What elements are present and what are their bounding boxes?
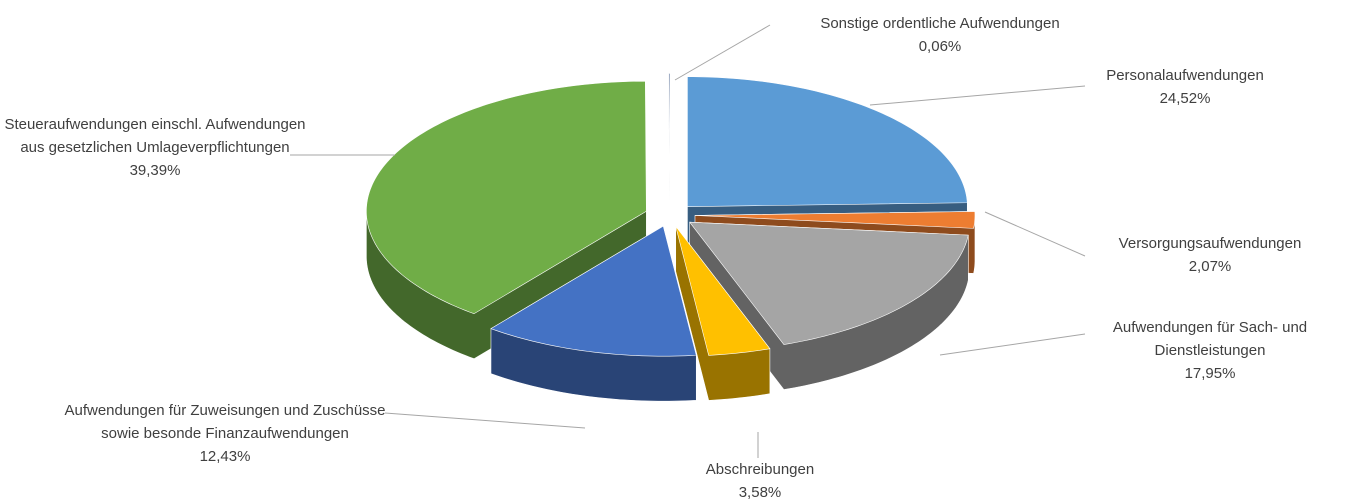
value-label: 3,58% [738,484,782,501]
value-label: 39,39% [129,162,181,179]
category-label: Abschreibungen [705,461,815,478]
slice-top [490,225,697,357]
value-label: 12,43% [199,448,251,465]
pie-slice [675,225,771,401]
slice-top [668,73,671,204]
data-label: Aufwendungen für Sach- und Dienstleistun… [1085,316,1335,385]
value-label: 17,95% [1184,365,1236,382]
leader-line [674,24,771,81]
leader-line [384,412,586,429]
slice-top [675,226,771,356]
slice-top [687,76,968,207]
category-label: Sonstige ordentliche Aufwendungen [820,15,1060,32]
pie-slice [687,76,968,252]
category-label: Personalaufwendungen [1106,67,1264,84]
slice-top [694,211,976,229]
data-label: Versorgungsaufwendungen 2,07% [1080,232,1340,278]
category-label: Aufwendungen für Zuweisungen und Zuschüs… [64,402,386,442]
leader-line [939,333,1086,356]
slice-top [689,221,969,345]
data-label: Steueraufwendungen einschl. Aufwendungen… [0,113,310,182]
pie-slice [490,225,697,402]
category-label: Steueraufwendungen einschl. Aufwendungen… [4,116,306,156]
value-label: 2,07% [1188,258,1232,275]
value-label: 0,06% [918,38,962,55]
data-label: Sonstige ordentliche Aufwendungen 0,06% [760,12,1120,58]
data-label: Aufwendungen für Zuweisungen und Zuschüs… [50,399,400,468]
pie-slice [668,73,671,249]
data-label: Personalaufwendungen 24,52% [1055,64,1315,110]
leader-line [869,85,1086,106]
category-label: Aufwendungen für Sach- und Dienstleistun… [1112,319,1308,359]
category-label: Versorgungsaufwendungen [1118,235,1302,252]
data-label: Abschreibungen 3,58% [660,458,860,504]
leader-line [984,211,1086,257]
slice-top [366,80,647,315]
value-label: 24,52% [1159,90,1211,107]
